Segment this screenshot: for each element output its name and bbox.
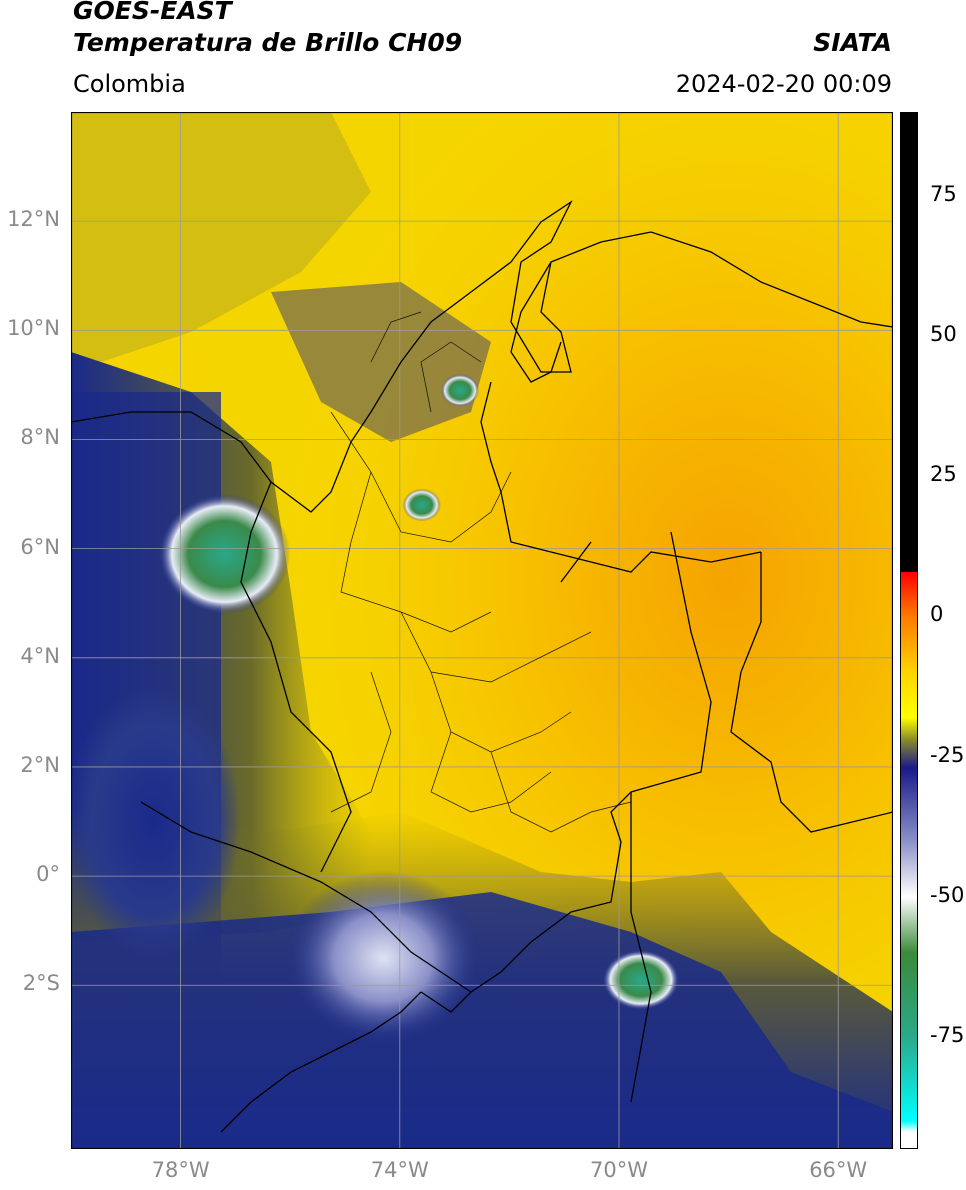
green-core-feature-3 <box>602 949 680 1010</box>
colorbar <box>900 112 918 1149</box>
region-label: Colombia <box>73 70 186 98</box>
white-cloud-feature-4 <box>284 870 482 1046</box>
caribbean-cloud-band <box>271 282 491 442</box>
lat-tick-label: 10°N <box>7 316 60 341</box>
colorbar-tick-label: -75 <box>930 1022 965 1047</box>
eastern-borders <box>420 531 712 1013</box>
ecuador-border <box>140 801 472 993</box>
lat-tick-label: 8°N <box>20 425 60 450</box>
green-core-feature-2 <box>402 488 441 522</box>
lat-tick-label: 2°S <box>22 971 60 996</box>
green-core-feature-0 <box>158 494 291 615</box>
product-title: Temperatura de Brillo CH09 <box>73 28 463 57</box>
colorbar-gradient <box>900 112 918 1149</box>
lat-tick-label: 4°N <box>20 643 60 668</box>
lat-tick-label: 0° <box>36 862 60 887</box>
pacific-coastline <box>240 481 352 873</box>
northwest-haze <box>71 112 371 372</box>
lat-tick-label: 6°N <box>20 534 60 559</box>
colorbar-frame <box>900 112 918 1149</box>
colorbar-tick-label: -50 <box>930 882 965 907</box>
lon-tick-label: 74°W <box>370 1158 429 1182</box>
colorbar-tick-label: 0 <box>930 602 944 627</box>
lat-tick-label: 12°N <box>7 207 60 232</box>
east-border <box>730 552 893 833</box>
lon-tick-label: 70°W <box>590 1158 648 1182</box>
peru-border <box>220 991 422 1133</box>
satellite-map <box>71 112 893 1149</box>
borders <box>71 200 893 1133</box>
green-core-feature-1 <box>440 373 480 407</box>
venezuela-border <box>480 381 762 573</box>
satellite-title: GOES-EAST <box>73 0 232 25</box>
lake-maracaibo <box>510 261 562 383</box>
timestamp-label: 2024-02-20 00:09 <box>675 70 892 98</box>
agency-label: SIATA <box>813 28 892 57</box>
lon-tick-label: 78°W <box>151 1158 210 1182</box>
blue-cloud-feature-5 <box>71 685 241 958</box>
amazon-blue-cloud <box>71 892 893 1149</box>
map-frame <box>71 112 893 1149</box>
lon-tick-label: 66°W <box>809 1158 868 1182</box>
colorbar-tick-label: -25 <box>930 742 965 767</box>
colorbar-tick-label: 75 <box>930 182 957 207</box>
caribbean-coastline <box>71 200 893 513</box>
brazil-border <box>630 792 652 1103</box>
department-borders <box>330 311 632 833</box>
lat-tick-label: 2°N <box>20 752 60 777</box>
colorbar-tick-label: 50 <box>930 322 957 347</box>
colorbar-tick-label: 25 <box>930 462 957 487</box>
